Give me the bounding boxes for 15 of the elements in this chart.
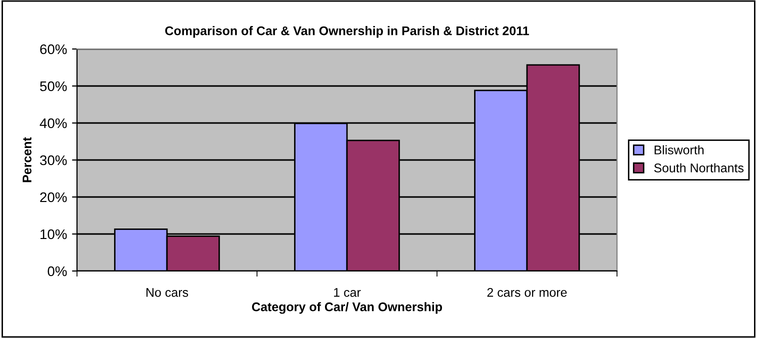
x-tick-label: 2 cars or more bbox=[487, 288, 567, 297]
y-tick-label: 10% bbox=[40, 229, 67, 240]
legend-label: Blisworth bbox=[654, 145, 704, 154]
x-axis-title: Category of Car/ Van Ownership bbox=[252, 302, 442, 314]
y-tick-label: 30% bbox=[40, 155, 67, 166]
y-tick-label: 40% bbox=[40, 118, 67, 128]
legend-label: South Northants bbox=[654, 163, 744, 172]
y-tick-label: 60% bbox=[40, 44, 67, 54]
y-tick-label: 50% bbox=[40, 81, 67, 92]
y-axis-title: Percent bbox=[22, 137, 32, 182]
y-tick-label: 0% bbox=[48, 266, 67, 276]
chart-title: Comparison of Car & Van Ownership in Parish & District 2011 bbox=[165, 26, 530, 38]
x-tick-label: 1 car bbox=[334, 288, 361, 297]
x-tick-label: No cars bbox=[146, 288, 188, 297]
y-tick-label: 20% bbox=[40, 192, 67, 202]
